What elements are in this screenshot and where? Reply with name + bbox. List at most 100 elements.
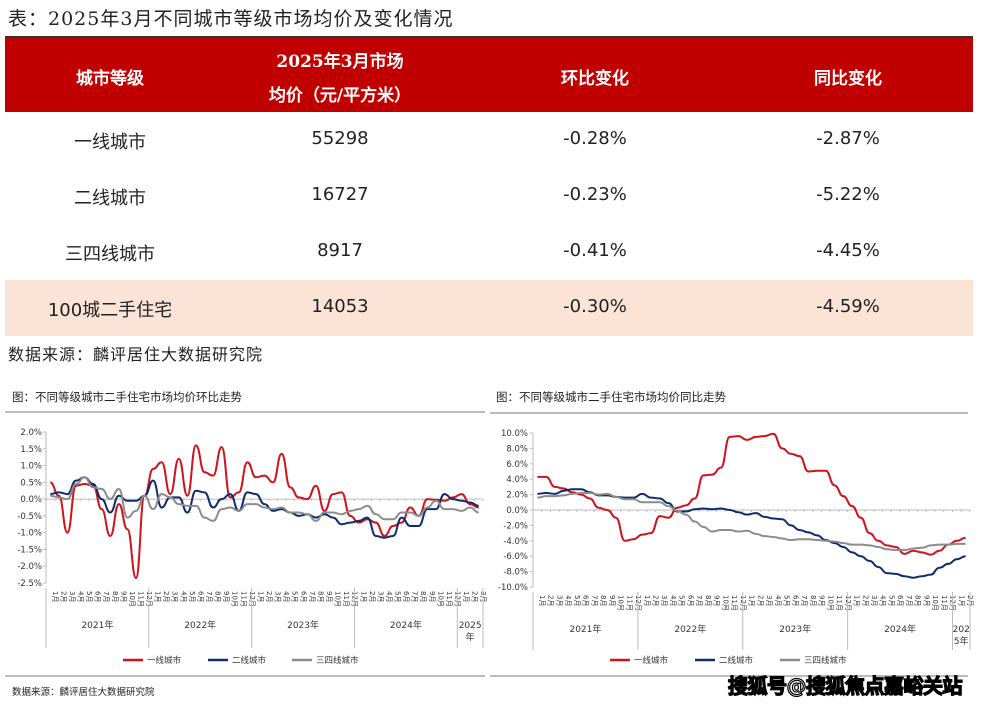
month-label: 7月 [800, 595, 808, 606]
divider [490, 412, 968, 414]
month-label: 3月 [274, 591, 282, 602]
price-table: 城市等级 2025年3月市场 均价（元/平方米） 环比变化 同比变化 一线城市 5… [5, 36, 973, 336]
cell-tier: 三四线城市 [65, 244, 155, 265]
legend-label: 三四线城市 [316, 655, 359, 666]
year-label: 2022年 [674, 623, 706, 635]
month-label: 8月 [111, 591, 119, 602]
month-label: 8月 [316, 591, 324, 602]
month-label: 1月 [748, 595, 756, 606]
series-line-tier2 [537, 488, 966, 579]
month-label: 6月 [896, 595, 904, 606]
cell-tier: 100城二手住宅 [47, 300, 173, 321]
month-label: 3月 [68, 591, 76, 602]
month-label: 1月 [256, 591, 264, 602]
table-row: 100城二手住宅 14053 -0.30% -4.59% [5, 280, 973, 336]
month-label: 1月 [957, 595, 965, 606]
month-label: 1月 [538, 595, 546, 606]
month-label: 1月 [643, 595, 651, 606]
month-label: 6月 [196, 591, 204, 602]
y-tick-label: 1.5% [20, 445, 42, 455]
cell-price: 55298 [311, 128, 369, 149]
y-tick-label: -0.5% [17, 512, 42, 522]
cell-mom: -0.30% [563, 296, 627, 317]
month-label: 2月 [756, 595, 764, 606]
series-line-tier1 [49, 444, 479, 579]
y-tick-label: 8.0% [506, 444, 528, 454]
month-label: 11月 [239, 591, 247, 607]
legend-label: 一线城市 [634, 655, 669, 666]
series-line-tier1 [537, 432, 966, 556]
cell-price: 14053 [311, 296, 369, 317]
month-label: 6月 [791, 595, 799, 606]
cell-price: 16727 [311, 184, 369, 205]
month-label: 10月 [436, 591, 444, 607]
header-yoy: 同比变化 [814, 69, 882, 89]
year-label: 2022年 [184, 619, 216, 631]
y-tick-label: 0.0% [506, 506, 528, 516]
cell-mom: -0.23% [563, 184, 627, 205]
month-label: 1月 [462, 591, 470, 602]
watermark: 搜狐号@搜狐焦点嘉峪关站 [727, 673, 963, 698]
legend-label: 一线城市 [147, 655, 182, 666]
divider [5, 411, 485, 413]
table-header: 城市等级 2025年3月市场 均价（元/平方米） 环比变化 同比变化 [5, 38, 973, 112]
year-label: 2023年 [287, 619, 319, 631]
legend-label: 二线城市 [719, 655, 754, 666]
year-label: 年 [466, 631, 475, 643]
y-tick-label: -6.0% [503, 552, 528, 562]
y-tick-label: 1.0% [20, 462, 42, 472]
y-tick-label: -1.5% [17, 545, 42, 555]
table-row: 三四线城市 8917 -0.41% -4.45% [5, 224, 973, 280]
y-tick-label: 0.0% [20, 495, 42, 505]
table-row: 二线城市 16727 -0.23% -5.22% [5, 168, 973, 224]
month-label: 4月 [879, 595, 887, 606]
year-label: 2025 [459, 621, 482, 631]
month-label: 9月 [922, 595, 930, 606]
month-label: 4月 [385, 591, 393, 602]
month-label: 10月 [617, 595, 625, 611]
year-label: 2023年 [779, 623, 811, 635]
month-label: 5月 [188, 591, 196, 602]
cell-yoy: -5.22% [816, 184, 880, 205]
y-tick-label: 2.0% [506, 491, 528, 501]
y-tick-label: 0.5% [20, 478, 42, 488]
header-price-line1: 2025年3月市场 [276, 52, 404, 72]
cell-price: 8917 [317, 240, 363, 261]
month-label: 9月 [119, 591, 127, 602]
month-label: 2月 [59, 591, 67, 602]
month-label: 2月 [368, 591, 376, 602]
month-label: 7月 [205, 591, 213, 602]
month-label: 5月 [573, 595, 581, 606]
month-label: 9月 [428, 591, 436, 602]
divider [5, 675, 485, 677]
series-line-tier34 [537, 492, 966, 552]
table-title: 表：2025年3月不同城市等级市场均价及变化情况 [8, 8, 454, 30]
month-label: 9月 [818, 595, 826, 606]
cell-yoy: -2.87% [816, 128, 880, 149]
month-label: 5月 [291, 591, 299, 602]
month-label: 4月 [179, 591, 187, 602]
month-label: 8月 [599, 595, 607, 606]
divider [490, 675, 968, 677]
month-label: 4月 [76, 591, 84, 602]
month-label: 11月 [835, 595, 843, 611]
month-label: 7月 [411, 591, 419, 602]
month-label: 6月 [299, 591, 307, 602]
month-label: 5月 [887, 595, 895, 606]
table-source: 数据来源：麟评居住大数据研究院 [8, 345, 264, 364]
chart-title-mom: 图：不同等级城市二手住宅市场均价环比走势 [12, 390, 242, 404]
y-tick-label: 2.0% [20, 428, 42, 438]
month-label: 7月 [905, 595, 913, 606]
month-label: 6月 [402, 591, 410, 602]
y-tick-label: 10.0% [501, 429, 528, 439]
month-label: 8月 [214, 591, 222, 602]
y-tick-label: -4.0% [503, 537, 528, 547]
month-label: 11月 [342, 591, 350, 607]
month-label: 8月 [914, 595, 922, 606]
month-label: 4月 [564, 595, 572, 606]
month-label: 2月 [162, 591, 170, 602]
month-label: 3月 [376, 591, 384, 602]
header-tier: 城市等级 [76, 69, 144, 89]
month-label: 2月 [861, 595, 869, 606]
y-tick-label: -2.0% [17, 562, 42, 572]
